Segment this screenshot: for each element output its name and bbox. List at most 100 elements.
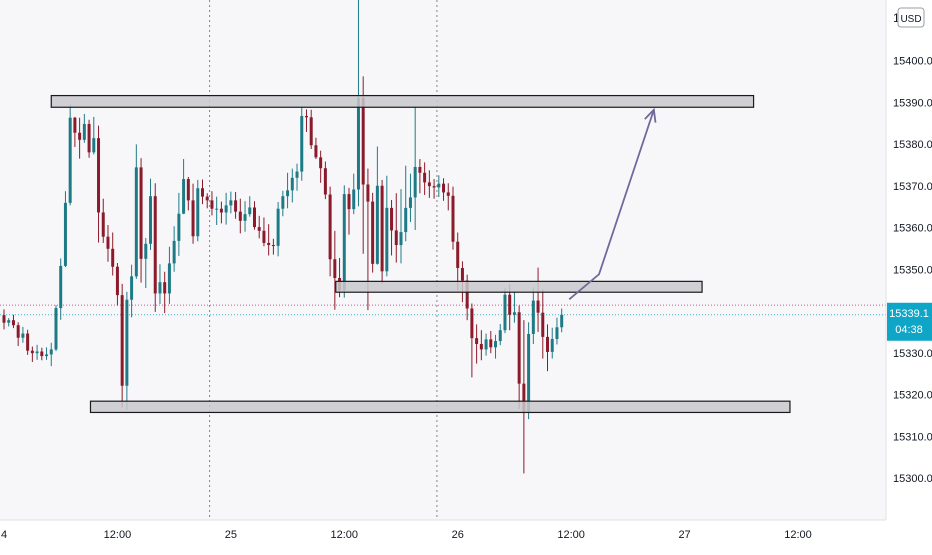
candle-body [267, 242, 271, 246]
candle-body [423, 172, 427, 183]
candle-body [139, 167, 143, 259]
axis-top-label: 1 [893, 11, 900, 25]
arrow-path[interactable] [568, 109, 655, 300]
candle-body [309, 117, 313, 146]
candle-body [130, 276, 134, 300]
candle-body [196, 188, 200, 237]
zone-2[interactable] [89, 400, 791, 414]
candle-body [442, 183, 446, 193]
candle-body [555, 327, 559, 339]
time-axis-background [0, 520, 932, 550]
candle-body [451, 195, 455, 242]
zone-0[interactable] [50, 94, 755, 108]
candle-body [106, 236, 110, 249]
candle-body [257, 227, 261, 231]
candle-body [177, 213, 181, 241]
candle-body [149, 196, 153, 244]
candle-body [427, 182, 431, 187]
candle-body [125, 299, 129, 386]
candle-body [531, 300, 535, 334]
candle-body [167, 263, 171, 294]
candle-body [153, 196, 157, 294]
candle-body [546, 336, 550, 352]
currency-badge[interactable]: USD [897, 7, 925, 28]
candle-body [111, 248, 115, 267]
candle-body [536, 300, 540, 313]
candle-body [35, 351, 39, 354]
candle-body [498, 330, 502, 342]
candle-body [304, 116, 308, 118]
candle-body [30, 350, 34, 354]
candle-body [2, 315, 6, 323]
candle-body [347, 194, 351, 210]
x-tick-label: 26 [452, 529, 464, 541]
candle-body [59, 265, 63, 309]
candle-body [54, 308, 58, 350]
x-tick-label: 12:00 [331, 529, 359, 541]
candle-body [479, 343, 483, 350]
candle-body [182, 179, 186, 214]
candle-body [366, 184, 370, 202]
x-tick-labels: 4 12:00 25 12:00 26 12:00 27 12:00 [1, 529, 812, 541]
candle-body [243, 214, 247, 221]
candle-body [276, 208, 280, 246]
candle-body [522, 383, 526, 413]
candle-body [375, 185, 379, 264]
current-price-badge: 15339.1 04:38 [887, 302, 932, 341]
candle-body [252, 207, 256, 228]
candle-body [82, 123, 86, 140]
candle-body [101, 212, 105, 237]
candle-body [45, 354, 49, 357]
zones[interactable] [50, 94, 791, 414]
x-tick-label: 4 [1, 529, 7, 541]
candle-body [413, 166, 417, 198]
x-tick-label: 12:00 [784, 529, 812, 541]
zone-1[interactable] [335, 280, 703, 293]
candle-body [68, 117, 72, 203]
candle-body [115, 266, 119, 296]
candle-body [234, 200, 238, 212]
current-price-label: 15339.1 [889, 308, 929, 320]
candle-body [399, 232, 403, 246]
candle-body [191, 200, 195, 237]
candle-body [11, 320, 15, 326]
candle-body [494, 341, 498, 348]
candle-body [134, 167, 138, 277]
currency-badge-label: USD [900, 14, 921, 25]
candle-body [92, 138, 96, 153]
candle-body [475, 338, 479, 344]
candle-body [470, 308, 474, 339]
candle-body [446, 192, 450, 196]
candle-body [328, 194, 332, 260]
countdown-label: 04:38 [895, 324, 923, 336]
candle-body [437, 183, 441, 188]
candle-body [186, 179, 190, 201]
current-price-badge-box [887, 302, 932, 341]
candle-body [333, 259, 337, 279]
candle-body [172, 240, 176, 264]
candle-body [271, 245, 275, 247]
candle-body [342, 194, 346, 291]
x-tick-label: 27 [678, 529, 690, 541]
y-tick-label: 15300.0 [893, 473, 932, 485]
y-tick-label: 15370.0 [893, 181, 932, 193]
candle-body [120, 295, 124, 386]
candle-body [385, 207, 389, 272]
candle-body [286, 190, 290, 197]
candle-body [63, 202, 67, 266]
candle-body [460, 267, 464, 281]
candle-body [356, 97, 360, 190]
y-tick-label: 15390.0 [893, 97, 932, 109]
plot-background [0, 0, 886, 520]
x-tick-label: 12:00 [557, 529, 585, 541]
projection-arrow[interactable] [568, 107, 657, 300]
candle-body [163, 282, 167, 294]
arrow-head[interactable] [644, 107, 657, 123]
candle-body [541, 312, 545, 337]
y-tick-label: 15350.0 [893, 264, 932, 276]
candle-body [371, 201, 375, 264]
candle-body [144, 243, 148, 259]
y-tick-label: 15400.0 [893, 56, 932, 68]
candle-body [238, 211, 242, 221]
